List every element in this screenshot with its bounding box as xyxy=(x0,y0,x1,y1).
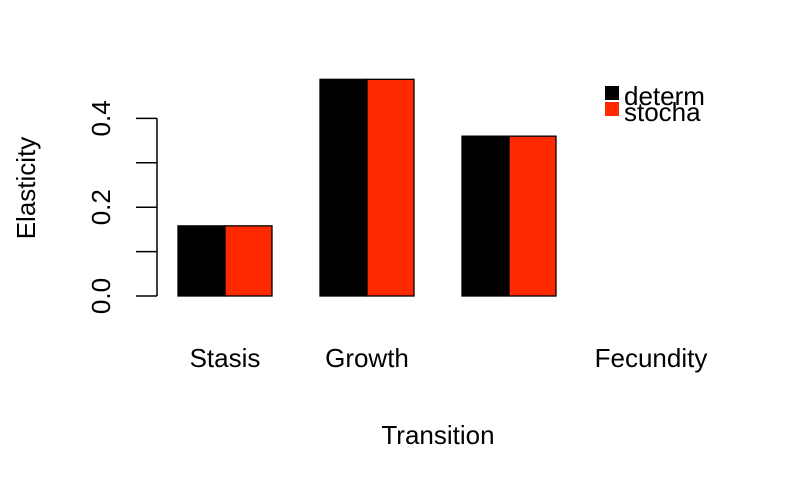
legend-swatch-determ xyxy=(605,86,619,100)
legend-label-stocha: stocha xyxy=(624,97,701,127)
x-category-labels: Stasis Growth Fecundity xyxy=(190,343,708,373)
bar-determ-stasis xyxy=(177,225,226,297)
bars-group xyxy=(177,78,557,297)
x-tick-label: Growth xyxy=(325,343,409,373)
y-tick-label: 0.2 xyxy=(86,189,116,225)
bar-determ-growth xyxy=(319,78,368,297)
legend-label-determ: determ xyxy=(624,81,705,111)
x-tick-label: Stasis xyxy=(190,343,261,373)
bar-determ-group3 xyxy=(461,135,510,297)
y-tick-label: 0.0 xyxy=(86,278,116,314)
y-tick-label: 0.4 xyxy=(86,100,116,136)
x-axis-title: Transition xyxy=(381,420,494,450)
y-axis: 0.0 0.2 0.4 xyxy=(86,100,158,314)
bar-stocha-group3 xyxy=(508,135,557,297)
legend-swatch-stocha xyxy=(605,102,619,116)
bar-stocha-growth xyxy=(366,78,415,297)
y-axis-title: Elasticity xyxy=(11,137,41,240)
bar-stocha-stasis xyxy=(224,225,273,297)
x-tick-label: Fecundity xyxy=(595,343,708,373)
